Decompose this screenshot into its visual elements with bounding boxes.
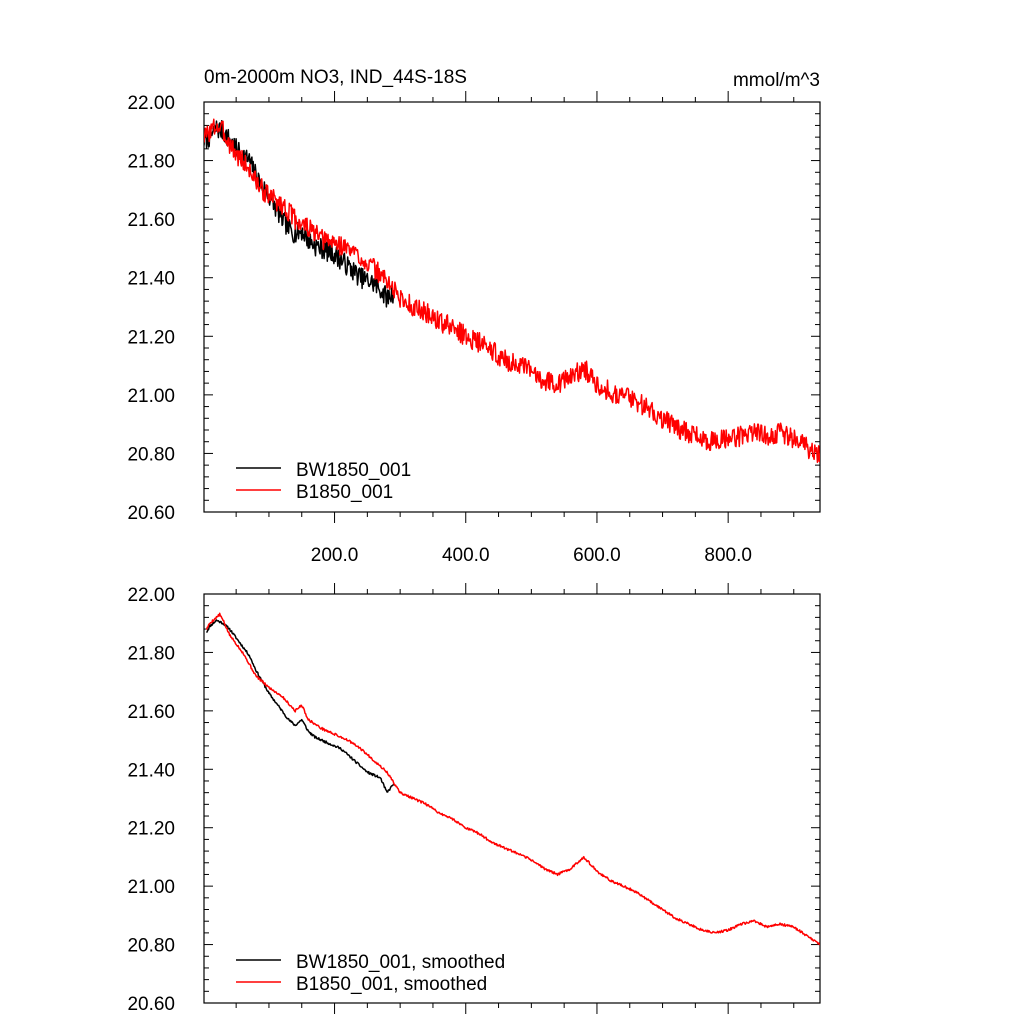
bottom-legend-label-bw1850-smoothed: BW1850_001, smoothed (296, 952, 505, 973)
bottom-series-line-b1850 (205, 612, 820, 946)
bottom-ytick-label: 21.40 (127, 760, 175, 781)
top-ytick-label: 21.20 (127, 327, 175, 348)
top-panel-title: 0m-2000m NO3, IND_44S-18S (204, 67, 467, 88)
top-series-line-b1850 (204, 118, 820, 463)
top-ytick-label: 21.60 (127, 210, 175, 231)
top-xtick-label: 800.0 (704, 545, 752, 566)
top-series-line-bw1850 (204, 120, 395, 308)
top-plot-frame (203, 101, 821, 513)
top-ytick-label: 20.60 (127, 503, 175, 524)
top-ytick-label: 21.00 (127, 386, 175, 407)
top-ytick-label: 21.40 (127, 269, 175, 290)
bottom-plot-frame (203, 593, 821, 1004)
bottom-legend-label-b1850-smoothed: B1850_001, smoothed (296, 974, 487, 995)
top-ytick-label: 22.00 (127, 93, 175, 114)
bottom-ytick-label: 21.80 (127, 643, 175, 664)
bottom-ytick-label: 21.00 (127, 877, 175, 898)
bottom-ytick-label: 21.20 (127, 819, 175, 840)
top-legend-label-bw1850: BW1850_001 (296, 460, 411, 481)
top-xtick-label: 400.0 (442, 545, 490, 566)
bottom-ytick-label: 20.60 (127, 994, 175, 1015)
top-ytick-label: 20.80 (127, 444, 175, 465)
bottom-ytick-label: 20.80 (127, 936, 175, 957)
bottom-ytick-label: 22.00 (127, 585, 175, 606)
top-xtick-label: 200.0 (311, 545, 359, 566)
top-legend-label-b1850: B1850_001 (296, 482, 393, 503)
top-ytick-label: 21.80 (127, 152, 175, 173)
bottom-series-line-bw1850 (205, 619, 395, 793)
chart-dynamic-layer: 20.60 20.80 21.00 21.20 21.40 21.60 21.80 22.00… (127, 91, 821, 1015)
top-panel-units: mmol/m^3 (733, 70, 820, 91)
top-xtick-label: 600.0 (573, 545, 621, 566)
bottom-ytick-label: 21.60 (127, 702, 175, 723)
